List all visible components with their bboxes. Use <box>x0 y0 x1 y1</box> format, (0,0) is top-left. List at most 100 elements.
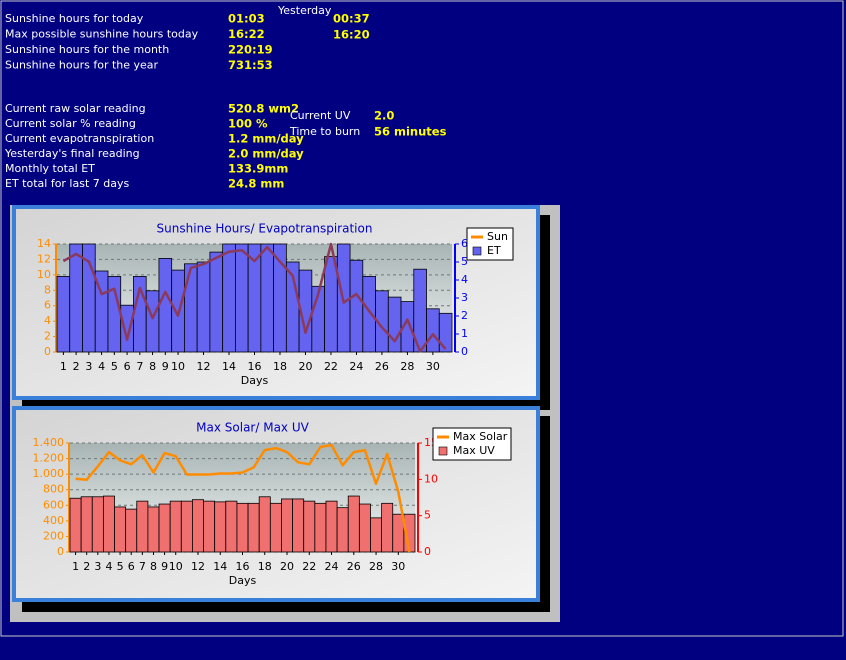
x-tick-label: 20 <box>298 360 312 373</box>
bar <box>225 500 238 553</box>
bar <box>269 502 282 553</box>
y-tick-label: 14 <box>37 237 51 250</box>
y-tick-label: 12 <box>37 252 51 265</box>
info-value: 01:03 <box>228 12 265 26</box>
legend-swatch <box>472 246 482 256</box>
chart: Sunshine Hours/ Evapotranspiration024681… <box>12 205 550 410</box>
y-tick-label: 400 <box>43 514 64 527</box>
info-label: Sunshine hours for the year <box>5 59 159 72</box>
y2-tick-label: 1 <box>461 327 468 340</box>
bar <box>303 500 316 553</box>
x-tick-label: 7 <box>136 360 143 373</box>
info-value: 100 % <box>228 117 268 131</box>
bar <box>336 507 349 553</box>
bar <box>222 243 236 353</box>
y2-tick-label: 0 <box>461 345 468 358</box>
info-label: Sunshine hours for today <box>5 12 144 25</box>
x-tick-label: 10 <box>169 560 183 573</box>
chart-title: Max Solar/ Max UV <box>196 421 309 435</box>
info-value: 1.2 mm/day <box>228 132 304 146</box>
x-tick-label: 3 <box>94 560 101 573</box>
info-label: Time to burn <box>289 125 360 138</box>
x-tick-label: 12 <box>191 560 205 573</box>
bar <box>292 498 305 553</box>
info-value: 24.8 mm <box>228 177 284 191</box>
bar <box>349 259 364 353</box>
bar <box>324 256 338 353</box>
x-tick-label: 6 <box>128 560 135 573</box>
x-tick-label: 18 <box>258 560 272 573</box>
x-tick-label: 12 <box>197 360 211 373</box>
bar <box>192 499 204 553</box>
bar <box>258 496 271 553</box>
x-tick-label: 1 <box>60 360 67 373</box>
bar <box>209 251 224 353</box>
x-tick-label: 16 <box>236 560 250 573</box>
y2-tick-label: 4 <box>461 273 468 286</box>
info-label: Current raw solar reading <box>5 102 146 115</box>
x-tick-label: 5 <box>117 560 124 573</box>
bar <box>234 243 249 353</box>
y-tick-label: 1.000 <box>33 467 65 480</box>
bar <box>114 506 127 553</box>
info-value: 56 minutes <box>374 125 447 139</box>
x-tick-label: 9 <box>161 560 168 573</box>
y2-tick-label: 6 <box>461 237 468 250</box>
info-value: 133.9mm <box>228 162 288 176</box>
y-tick-label: 800 <box>43 483 64 496</box>
bar <box>158 503 171 553</box>
y-tick-label: 4 <box>44 314 51 327</box>
bar <box>203 500 216 553</box>
x-tick-label: 16 <box>248 360 262 373</box>
x-tick-label: 10 <box>171 360 185 373</box>
y-tick-label: 0 <box>44 345 51 358</box>
y2-tick-label: 5 <box>424 509 431 522</box>
bar <box>169 500 182 553</box>
line <box>75 443 411 553</box>
y2-tick-label: 10 <box>424 472 438 485</box>
yesterday-value: 16:20 <box>333 28 370 42</box>
x-tick-label: 20 <box>280 560 294 573</box>
y-tick-label: 10 <box>37 268 51 281</box>
bar <box>358 503 371 553</box>
info-label: Monthly total ET <box>5 162 95 175</box>
x-tick-label: 22 <box>302 560 316 573</box>
bar <box>180 500 193 553</box>
x-tick-label: 24 <box>325 560 339 573</box>
x-tick-label: 6 <box>124 360 131 373</box>
x-tick-label: 30 <box>426 360 440 373</box>
bar <box>281 498 293 553</box>
x-axis-label: Days <box>229 574 257 587</box>
x-tick-label: 7 <box>139 560 146 573</box>
bar <box>362 275 376 353</box>
legend-label: ET <box>487 244 501 257</box>
x-tick-label: 5 <box>111 360 118 373</box>
x-tick-label: 26 <box>347 560 361 573</box>
info-value: 520.8 wm2 <box>228 102 299 116</box>
bar <box>56 275 71 353</box>
bar <box>69 243 83 353</box>
y-tick-label: 600 <box>43 498 64 511</box>
x-tick-label: 4 <box>98 360 105 373</box>
info-label: Current evapotranspiration <box>5 132 154 145</box>
bar <box>158 257 173 353</box>
y2-tick-label: 0 <box>424 545 431 558</box>
info-value: 16:22 <box>228 27 265 41</box>
x-tick-label: 26 <box>375 360 389 373</box>
info-value: 2.0 mm/day <box>228 147 304 161</box>
bar <box>426 308 440 353</box>
legend-swatch <box>438 446 448 456</box>
bar <box>69 497 82 553</box>
bar <box>247 502 260 553</box>
x-tick-label: 3 <box>85 360 92 373</box>
x-tick-label: 18 <box>273 360 287 373</box>
chart-title: Sunshine Hours/ Evapotranspiration <box>157 222 373 236</box>
x-tick-label: 22 <box>324 360 338 373</box>
bar <box>314 502 327 553</box>
bar <box>136 500 149 553</box>
y2-tick-label: 3 <box>461 291 468 304</box>
